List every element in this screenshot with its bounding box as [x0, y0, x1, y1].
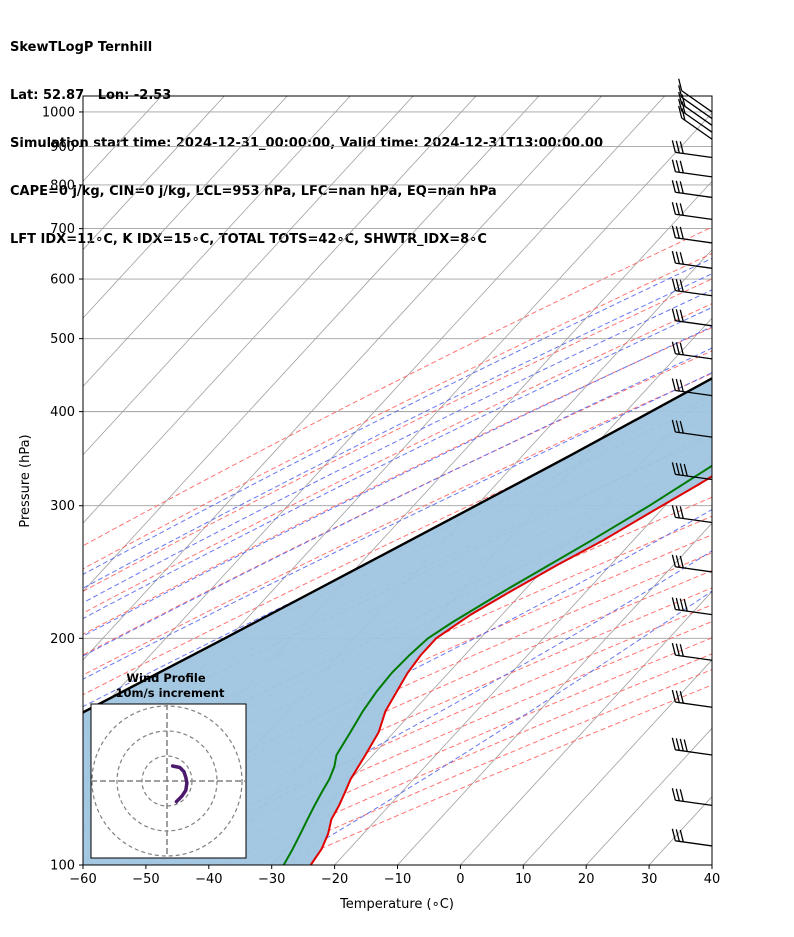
- wind-barb: [678, 85, 713, 120]
- isotherm-line: [585, 727, 712, 865]
- wind-profile-inset: Wind Profile 10m/s increment: [90, 671, 247, 859]
- isotherm-line: [83, 96, 603, 661]
- simulation-times: Simulation start time: 2024-12-31_00:00:…: [10, 136, 603, 151]
- x-tick-label: −60: [69, 872, 96, 887]
- chart-title-block: SkewTLogP Ternhill Lat: 52.87 Lon: -2.53…: [10, 8, 603, 264]
- wind-barb: [671, 597, 713, 616]
- dry-adiabat-line: [83, 372, 712, 676]
- moist-adiabat-line: [83, 257, 712, 575]
- station-title: SkewTLogP Ternhill: [10, 40, 153, 55]
- isotherm-line: [397, 522, 712, 865]
- wind-barb: [671, 788, 713, 807]
- y-tick-label: 200: [50, 632, 75, 647]
- wind-barb: [678, 98, 713, 133]
- isotherm-line: [83, 96, 477, 524]
- x-axis-label: Temperature (∘C): [339, 897, 454, 912]
- wind-barb: [671, 180, 713, 199]
- moist-adiabat-line: [83, 306, 712, 620]
- isotherm-line: [83, 96, 540, 593]
- wind-barb: [671, 554, 713, 573]
- wind-barb: [671, 202, 713, 221]
- wind-barb: [671, 159, 713, 178]
- dry-adiabat-line: [83, 278, 712, 592]
- x-tick-label: 20: [578, 872, 595, 887]
- x-tick-label: −10: [384, 872, 411, 887]
- y-tick-label: 700: [50, 222, 75, 237]
- wind-barb: [671, 462, 713, 481]
- wind-barbs: [671, 78, 713, 847]
- y-axis-label: Pressure (hPa): [18, 434, 33, 527]
- wind-barb: [671, 419, 713, 438]
- hodograph-trace: [170, 764, 189, 804]
- isotherm-line: [83, 96, 665, 729]
- inset-title: Wind Profile: [126, 671, 206, 685]
- x-tick-label: 0: [456, 872, 464, 887]
- dry-adiabat-line: [83, 252, 712, 570]
- wind-barb: [671, 828, 713, 847]
- y-axis-ticks: 100 200 300 400 500 600 700 800 900 1000: [42, 105, 83, 874]
- isotherm-line: [523, 659, 712, 865]
- wind-barb: [671, 308, 713, 327]
- x-tick-label: 30: [641, 872, 658, 887]
- moist-adiabat-line: [83, 289, 712, 604]
- dry-adiabat-line: [83, 496, 712, 787]
- isotherm-line: [83, 96, 225, 251]
- wind-barb: [671, 642, 713, 661]
- dry-adiabat-line: [83, 515, 712, 804]
- x-tick-label: 40: [704, 872, 721, 887]
- y-tick-label: 300: [50, 499, 75, 514]
- dry-adiabat-line: [83, 303, 712, 614]
- isotherm-line: [83, 96, 351, 388]
- x-tick-label: −30: [258, 872, 285, 887]
- y-tick-label: 400: [50, 405, 75, 420]
- isotherm-line: [460, 590, 712, 865]
- y-tick-label: 1000: [42, 105, 75, 120]
- isotherm-line: [775, 96, 794, 865]
- parcel-profile-line: [83, 377, 712, 714]
- x-tick-label: −50: [132, 872, 159, 887]
- y-tick-label: 800: [50, 178, 75, 193]
- x-tick-label: 10: [515, 872, 532, 887]
- dewpoint-line: [282, 464, 712, 865]
- y-tick-label: 900: [50, 140, 75, 155]
- wind-barb: [671, 278, 713, 297]
- wind-barb: [671, 341, 713, 360]
- wind-barb: [671, 250, 713, 269]
- stability-indices-line2: LFT IDX=11∘C, K IDX=15∘C, TOTAL TOTS=42∘…: [10, 232, 487, 247]
- wind-barb: [671, 737, 713, 756]
- wind-barb: [678, 78, 713, 113]
- wind-barb: [678, 105, 713, 140]
- x-tick-label: −20: [321, 872, 348, 887]
- dry-adiabat-line: [83, 552, 712, 837]
- wind-barb: [671, 140, 713, 159]
- profile-lines: [83, 377, 712, 865]
- x-tick-label: −40: [195, 872, 222, 887]
- isotherm-line: [83, 96, 288, 319]
- x-axis-ticks: −60 −50 −40 −30 −20 −10 0 10 20 30 40: [69, 865, 720, 887]
- y-tick-label: 500: [50, 332, 75, 347]
- temperature-line: [309, 475, 712, 865]
- hodograph: [91, 704, 246, 858]
- stability-indices-line1: CAPE=0 j/kg, CIN=0 j/kg, LCL=953 hPa, LF…: [10, 184, 497, 199]
- isotherm-line: [711, 864, 712, 865]
- wind-barb: [671, 378, 713, 397]
- moist-adiabat-line: [83, 508, 712, 833]
- y-tick-label: 100: [50, 859, 75, 874]
- y-tick-label: 600: [50, 273, 75, 288]
- wind-barb: [671, 505, 713, 524]
- dry-adiabat-line: [83, 350, 712, 656]
- isotherm-line: [83, 96, 414, 456]
- wind-barb: [671, 225, 713, 244]
- inset-subtitle: 10m/s increment: [116, 686, 225, 700]
- wind-barb: [671, 689, 713, 708]
